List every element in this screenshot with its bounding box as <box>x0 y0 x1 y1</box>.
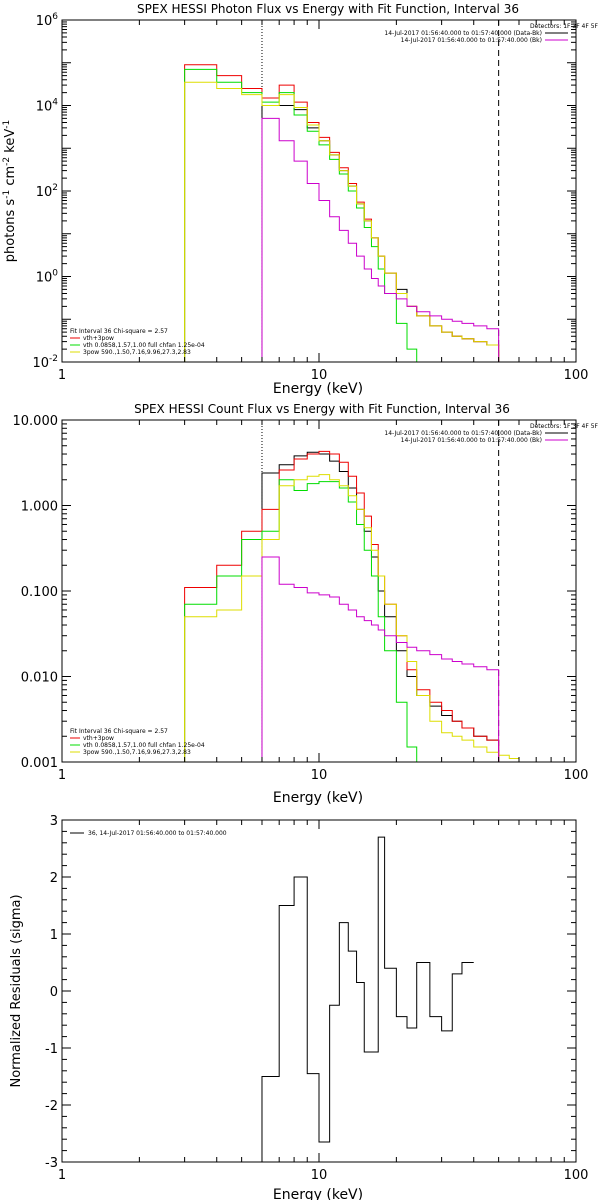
bk-interval-label: 14-Jul-2017 01:56:40.000 to 01:57:40.000… <box>401 437 542 444</box>
series-vth+3pow <box>184 64 500 362</box>
legend-3pow: 3pow 590.,1.50,7.16,9.96,27.3,2.83 <box>83 749 191 756</box>
plot-area <box>261 836 474 1162</box>
y-tick-label: -1 <box>45 1042 58 1057</box>
y-tick-label: -2 <box>45 1099 58 1114</box>
series-data <box>261 451 500 762</box>
y-tick-label: 1.000 <box>21 500 58 515</box>
residuals-panel: 1 10 100 -3 -2 -1 0 1 2 3 Energy (keV) Normalized… <box>9 814 588 1200</box>
x-tick-label: 10 <box>311 368 328 383</box>
detectors-label: Detectors: 1F 3F 4F 5F <box>530 423 599 430</box>
series-3pow <box>184 474 530 763</box>
x-axis-label: Energy (keV) <box>273 1187 363 1200</box>
fit-legend: Fit Interval 36 Chi-square = 2.57 vth+3p… <box>70 328 205 356</box>
data-interval-label: 14-Jul-2017 01:56:40.000 to 01:57:40.000… <box>384 430 542 437</box>
y-axis-label: Normalized Residuals (sigma) <box>9 894 24 1087</box>
chart-title: SPEX HESSI Photon Flux vs Energy with Fi… <box>137 2 519 16</box>
fit-legend: Fit Interval 36 Chi-square = 2.57 vth+3p… <box>70 728 205 756</box>
residual-legend: 36, 14-Jul-2017 01:56:40.000 to 01:57:40… <box>70 830 227 837</box>
y-tick-label: 0.010 <box>21 671 58 686</box>
legend-vth3pow: vth+3pow <box>83 735 114 742</box>
x-tick-label: 100 <box>564 768 589 783</box>
x-tick-label: 1 <box>58 768 66 783</box>
x-tick-label: 1 <box>58 368 66 383</box>
x-tick-label: 100 <box>564 368 589 383</box>
chart-title: SPEX HESSI Count Flux vs Energy with Fit… <box>134 402 510 416</box>
axis-ticks: 1 10 100 10-2 100 102 104 106 <box>32 12 588 383</box>
y-tick-label: 2 <box>50 871 58 886</box>
series-vth <box>184 479 430 763</box>
x-tick-label: 10 <box>311 768 328 783</box>
count-flux-panel: SPEX HESSI Count Flux vs Energy with Fit… <box>13 402 599 806</box>
y-tick-label: 104 <box>36 98 59 115</box>
detector-header: Detectors: 1F 3F 4F 5F 14-Jul-2017 01:56… <box>384 23 598 44</box>
y-tick-label: -3 <box>45 1156 58 1171</box>
y-tick-label: 102 <box>36 183 58 200</box>
y-tick-label: 1 <box>50 928 58 943</box>
plot-area <box>184 420 530 763</box>
legend-vth: vth 0.0858,1.57,1.00 full chfan 1.25e-04 <box>83 342 205 349</box>
y-tick-label: 0.001 <box>21 756 58 771</box>
plot-area <box>184 20 510 363</box>
detector-header: Detectors: 1F 3F 4F 5F 14-Jul-2017 01:56… <box>384 423 598 444</box>
y-tick-label: 10.000 <box>13 414 59 429</box>
y-axis-label: photons s-1 cm-2 keV-1 <box>2 120 18 262</box>
detectors-label: Detectors: 1F 3F 4F 5F <box>530 23 599 30</box>
legend-vth3pow: vth+3pow <box>83 335 114 342</box>
x-tick-label: 100 <box>564 1168 589 1183</box>
y-tick-label: 0.100 <box>21 585 58 600</box>
legend-3pow: 3pow 590.,1.50,7.16,9.96,27.3,2.83 <box>83 349 191 356</box>
x-axis-label: Energy (keV) <box>273 381 363 397</box>
fit-legend-title: Fit Interval 36 Chi-square = 2.57 <box>70 728 168 735</box>
y-tick-label: 10-2 <box>32 354 58 371</box>
axis-ticks: 1 10 100 -3 -2 -1 0 1 2 3 <box>45 814 588 1183</box>
y-tick-label: 100 <box>36 269 59 286</box>
y-tick-label: 3 <box>50 814 58 829</box>
series-bk <box>261 117 500 362</box>
fit-legend-title: Fit Interval 36 Chi-square = 2.57 <box>70 328 168 335</box>
y-tick-label: 106 <box>36 12 59 29</box>
photon-flux-panel: SPEX HESSI Photon Flux vs Energy with Fi… <box>2 2 599 397</box>
x-axis-label: Energy (keV) <box>273 790 363 806</box>
data-interval-label: 14-Jul-2017 01:56:40.000 to 01:57:40.000… <box>384 30 542 37</box>
axis-ticks: 1 10 100 0.001 0.010 0.100 1.000 10.000 <box>13 414 589 783</box>
series-residuals <box>261 836 474 1162</box>
series-3pow <box>184 81 510 363</box>
bk-interval-label: 14-Jul-2017 01:56:40.000 to 01:57:40.000… <box>401 37 542 44</box>
x-tick-label: 1 <box>58 1168 66 1183</box>
legend-residuals: 36, 14-Jul-2017 01:56:40.000 to 01:57:40… <box>88 830 227 837</box>
y-tick-label: 0 <box>50 985 58 1000</box>
legend-vth: vth 0.0858,1.57,1.00 full chfan 1.25e-04 <box>83 742 205 749</box>
x-tick-label: 10 <box>311 1168 328 1183</box>
series-bk <box>261 556 500 762</box>
